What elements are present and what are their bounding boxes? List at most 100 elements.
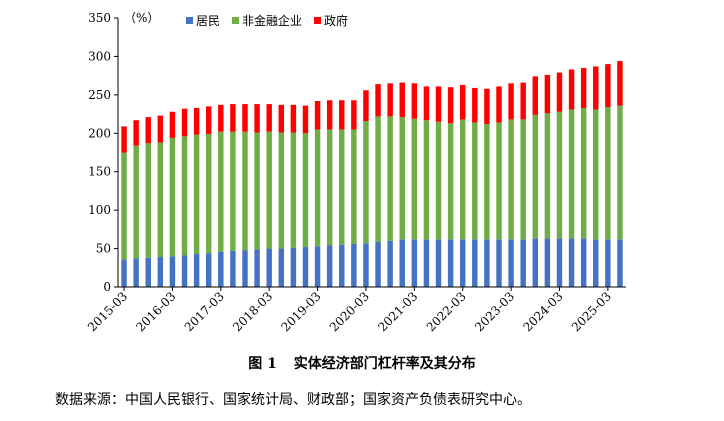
bar-segment xyxy=(302,105,309,134)
bar-segment xyxy=(580,238,587,287)
bar-segment xyxy=(133,120,139,146)
bar-segment xyxy=(193,253,200,287)
bar-segment xyxy=(278,104,284,133)
bar-segment xyxy=(496,122,502,240)
bar-segment xyxy=(568,238,575,287)
legend-swatch xyxy=(186,17,193,24)
bar-segment xyxy=(351,243,357,287)
bar-segment xyxy=(145,143,151,258)
bar-segment xyxy=(266,104,272,132)
x-tick-label: 2018-03 xyxy=(230,289,275,334)
bar-segment xyxy=(484,88,490,125)
bar-segment xyxy=(302,247,309,287)
bar-segment xyxy=(242,131,248,251)
bar-segment xyxy=(556,111,563,239)
y-axis: 0 50 100 150 200 250 300 350 xyxy=(88,11,119,294)
bar-segment xyxy=(447,239,454,287)
bar-segment xyxy=(580,107,587,239)
x-axis: 2015-03 2016-03 2017-03 2018-03 2019-03 2020-… xyxy=(85,286,626,334)
bar-segment xyxy=(520,82,526,120)
x-tick-label: 2020-03 xyxy=(327,289,372,334)
x-tick-label: 2015-03 xyxy=(85,289,130,334)
bar-segment xyxy=(218,104,224,132)
stacked-bar-chart: 0 50 100 150 200 250 300 350 2015-03 2016-03 2017… xyxy=(85,11,626,334)
bar-segment xyxy=(181,108,188,137)
x-tick-label: 2024-03 xyxy=(520,289,565,334)
bar-series-group xyxy=(121,61,623,287)
legend-item: 居民 xyxy=(186,14,220,28)
y-tick-label: 250 xyxy=(88,88,111,102)
bar-segment xyxy=(399,239,405,287)
bar-segment xyxy=(411,239,418,287)
bar-segment xyxy=(314,129,321,247)
y-tick-label: 50 xyxy=(96,242,111,256)
bar-segment xyxy=(181,255,188,287)
bar-segment xyxy=(411,118,418,240)
bar-segment xyxy=(290,247,297,287)
bar-segment xyxy=(605,239,611,287)
bar-segment xyxy=(339,100,345,130)
bar-segment xyxy=(121,152,127,260)
source-note: 数据来源：中国人民银行、国家统计局、财政部；国家资产负债表研究中心。 xyxy=(55,392,531,408)
legend-swatch xyxy=(232,17,239,24)
bar-segment xyxy=(169,137,176,257)
x-tick-label: 2023-03 xyxy=(472,289,517,334)
bar-segment xyxy=(447,123,454,240)
bar-segment xyxy=(532,76,538,115)
y-tick-label: 0 xyxy=(103,280,111,294)
x-tick-label: 2017-03 xyxy=(182,289,227,334)
bar-segment xyxy=(193,107,200,135)
bar-segment xyxy=(375,84,381,117)
y-tick-label: 100 xyxy=(88,203,111,217)
bar-segment xyxy=(568,69,575,110)
bar-segment xyxy=(544,113,551,239)
bar-segment xyxy=(133,145,139,259)
y-tick-label: 350 xyxy=(88,11,111,25)
legend-label: 非金融企业 xyxy=(242,13,302,28)
bar-segment xyxy=(375,241,381,287)
bar-segment xyxy=(230,250,236,287)
bar-segment xyxy=(496,86,502,123)
bar-segment xyxy=(472,239,478,287)
bar-segment xyxy=(605,64,611,108)
bar-segment xyxy=(157,115,164,143)
bar-segment xyxy=(387,83,393,117)
bar-segment xyxy=(230,131,236,251)
bar-segment xyxy=(339,129,345,245)
bar-segment xyxy=(254,104,260,133)
x-tick-label: 2022-03 xyxy=(424,289,469,334)
bar-segment xyxy=(399,117,405,240)
bar-segment xyxy=(254,132,260,250)
bar-segment xyxy=(568,109,575,239)
legend-item: 政府 xyxy=(314,13,348,28)
bar-segment xyxy=(278,132,284,249)
bar-segment xyxy=(218,131,224,252)
bar-segment xyxy=(387,116,393,241)
bar-segment xyxy=(484,124,490,240)
bar-segment xyxy=(230,104,236,132)
bar-segment xyxy=(605,107,611,240)
bar-segment xyxy=(580,67,587,108)
bar-segment xyxy=(363,243,369,287)
x-tick-label: 2021-03 xyxy=(375,289,420,334)
bar-segment xyxy=(205,106,212,135)
bar-segment xyxy=(302,133,309,248)
bar-segment xyxy=(544,238,551,287)
legend-swatch xyxy=(314,17,321,24)
bar-segment xyxy=(254,249,260,287)
bar-segment xyxy=(411,83,418,119)
x-tick-label: 2025-03 xyxy=(569,289,614,334)
figure-title: 图 1 实体经济部门杠杆率及其分布 xyxy=(0,353,724,373)
bar-segment xyxy=(544,74,551,114)
bar-segment xyxy=(351,129,357,244)
bar-segment xyxy=(617,105,623,240)
bar-segment xyxy=(459,84,466,120)
bar-segment xyxy=(326,129,333,246)
bar-segment xyxy=(593,239,599,287)
bar-segment xyxy=(205,134,212,254)
legend-label: 居民 xyxy=(196,14,220,28)
y-tick-label: 150 xyxy=(88,165,111,179)
y-tick-label: 200 xyxy=(88,126,111,140)
bar-segment xyxy=(459,119,466,240)
bar-segment xyxy=(447,87,454,124)
